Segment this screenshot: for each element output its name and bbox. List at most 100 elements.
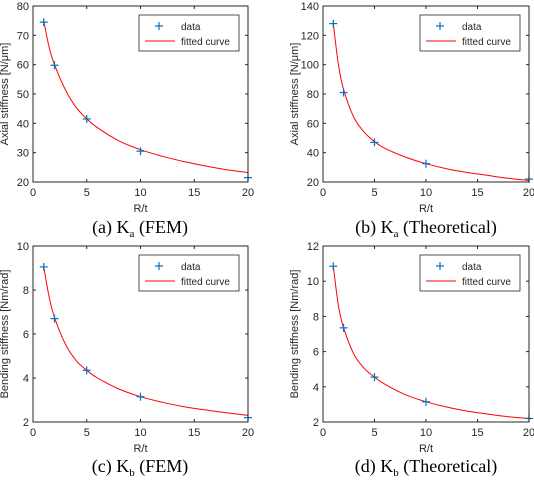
chart-panel-2: 0 5 10 15 20 20 40 60 80 100 120 140 R/t Axial stiffn… xyxy=(289,1,534,240)
data-point-marker xyxy=(50,61,59,70)
y-tick-label: 60 xyxy=(17,60,29,72)
x-tick-label: 5 xyxy=(84,187,90,199)
legend: data fitted curve xyxy=(138,254,240,292)
data-point-marker xyxy=(339,323,348,332)
legend-label-data: data xyxy=(462,262,482,273)
x-tick-label: 0 xyxy=(320,187,326,199)
y-tick-label: 12 xyxy=(307,241,319,253)
x-tick-label: 0 xyxy=(30,187,36,199)
caption-prefix: (d) K xyxy=(355,456,394,477)
x-tick-label: 5 xyxy=(84,427,90,439)
y-axis-label: Axial stiffness [N/μm] xyxy=(289,43,301,146)
panel-caption: (a) Ka (FEM) xyxy=(92,217,188,240)
y-tick-label: 60 xyxy=(307,118,319,130)
x-tick-label: 10 xyxy=(420,427,432,439)
legend-box xyxy=(138,254,240,292)
x-tick-label: 10 xyxy=(420,187,432,199)
y-axis-label: Bending stiffness [Nm/rad] xyxy=(289,270,301,399)
y-axis-label: Axial stiffness [N/μm] xyxy=(0,43,11,146)
y-tick-label: 2 xyxy=(23,417,29,429)
y-tick-label: 70 xyxy=(17,30,29,42)
caption-suffix: (Theoretical) xyxy=(398,217,496,238)
y-tick-label: 8 xyxy=(313,311,319,323)
y-tick-label: 8 xyxy=(23,285,29,297)
data-point-marker xyxy=(50,314,59,323)
chart-panel-3: 0 5 10 15 20 2 4 6 8 10 R/t Bending stiffness [Nm/r… xyxy=(0,241,254,479)
y-tick-label: 20 xyxy=(307,177,319,189)
y-tick-label: 80 xyxy=(307,89,319,101)
x-tick-label: 15 xyxy=(471,187,483,199)
fitted-curve-line xyxy=(43,266,249,416)
y-tick-label: 6 xyxy=(313,347,319,359)
data-point-marker xyxy=(370,138,379,147)
plot-frame xyxy=(322,245,530,423)
caption-subscript: b xyxy=(393,467,399,479)
legend-box xyxy=(138,14,240,52)
legend-label-fitted-curve: fitted curve xyxy=(462,37,511,48)
legend-label-data: data xyxy=(181,22,201,33)
fitted-curve-line xyxy=(332,23,530,181)
x-tick-label: 0 xyxy=(30,427,36,439)
y-tick-label: 2 xyxy=(313,417,319,429)
y-tick-label: 40 xyxy=(307,148,319,160)
x-tick-label: 5 xyxy=(371,187,377,199)
y-tick-label: 10 xyxy=(17,241,29,253)
x-axis-label: R/t xyxy=(133,203,147,215)
fitted-curve-line xyxy=(332,266,530,419)
x-tick-label: 15 xyxy=(188,427,200,439)
caption-subscript: b xyxy=(129,467,135,479)
fitted-curve-line xyxy=(43,20,249,174)
legend-label-fitted-curve: fitted curve xyxy=(181,277,230,288)
y-axis-label: Bending stiffness [Nm/rad] xyxy=(0,270,11,399)
legend-box xyxy=(419,14,521,52)
data-point-marker xyxy=(370,373,379,382)
caption-suffix: (FEM) xyxy=(135,456,189,477)
legend-label-data: data xyxy=(462,22,482,33)
data-point-marker xyxy=(422,397,430,406)
x-tick-label: 15 xyxy=(188,187,200,199)
y-tick-label: 40 xyxy=(17,118,29,130)
data-point-marker xyxy=(82,366,91,375)
caption-prefix: (c) K xyxy=(92,456,129,477)
caption-prefix: (b) K xyxy=(355,217,394,238)
y-tick-label: 30 xyxy=(17,148,29,160)
x-tick-label: 20 xyxy=(242,427,254,439)
y-tick-label: 10 xyxy=(307,276,319,288)
plot-frame xyxy=(32,5,249,183)
legend: data fitted curve xyxy=(419,254,521,292)
caption-suffix: (FEM) xyxy=(134,217,188,238)
y-tick-label: 4 xyxy=(23,373,29,385)
data-point-marker xyxy=(136,392,145,401)
plot-frame xyxy=(32,245,249,423)
y-tick-label: 140 xyxy=(301,1,319,13)
legend-label-data: data xyxy=(181,262,201,273)
panel-caption: (b) Ka (Theoretical) xyxy=(355,217,497,240)
x-axis-label: R/t xyxy=(419,203,433,215)
x-tick-label: 10 xyxy=(134,187,146,199)
x-tick-label: 20 xyxy=(523,427,534,439)
y-tick-label: 6 xyxy=(23,329,29,341)
x-tick-label: 15 xyxy=(471,427,483,439)
data-point-marker xyxy=(39,18,48,27)
y-tick-label: 80 xyxy=(17,1,29,13)
legend-label-fitted-curve: fitted curve xyxy=(462,277,511,288)
y-tick-label: 100 xyxy=(301,60,319,72)
x-axis-label: R/t xyxy=(419,443,433,455)
caption-subscript: a xyxy=(394,228,399,240)
x-tick-label: 10 xyxy=(134,427,146,439)
caption-suffix: (Theoretical) xyxy=(399,456,497,477)
x-tick-label: 0 xyxy=(320,427,326,439)
data-point-marker xyxy=(329,262,338,271)
data-point-marker xyxy=(329,19,338,28)
panel-caption: (d) Kb (Theoretical) xyxy=(355,456,497,479)
legend: data fitted curve xyxy=(419,14,521,52)
data-point-marker xyxy=(339,88,348,97)
legend-label-fitted-curve: fitted curve xyxy=(181,37,230,48)
chart-panel-4: 0 5 10 15 20 2 4 6 8 10 12 R/t Bending stiffness [Nm… xyxy=(289,241,534,479)
caption-subscript: a xyxy=(130,228,135,240)
data-point-marker xyxy=(136,147,145,156)
caption-prefix: (a) K xyxy=(92,217,129,238)
y-tick-label: 4 xyxy=(313,382,319,394)
legend-box xyxy=(419,254,521,292)
